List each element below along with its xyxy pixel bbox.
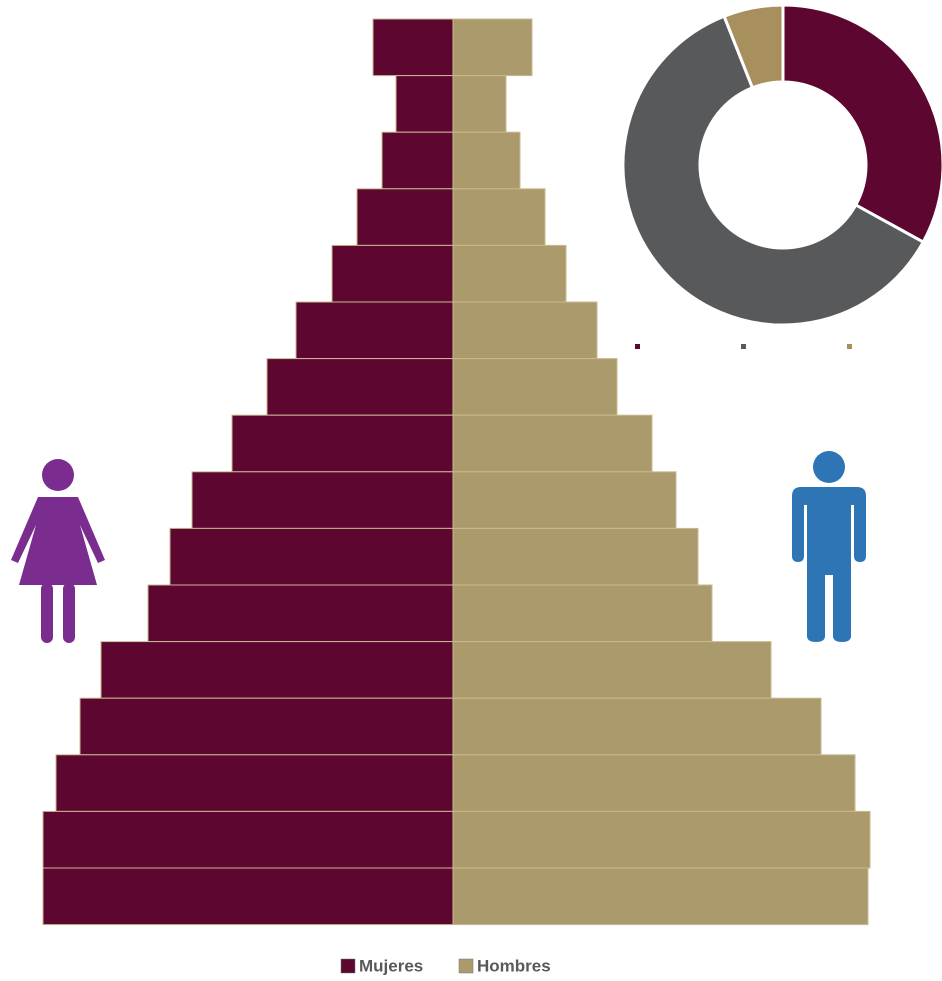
donut-slice: [722, 3, 785, 90]
bar: [266, 358, 454, 416]
bar: [452, 754, 856, 812]
legend-marker: [340, 958, 356, 974]
bar: [452, 244, 567, 303]
bar: [452, 641, 772, 699]
bar: [452, 810, 871, 869]
bar: [452, 131, 521, 190]
bar: [79, 697, 454, 756]
legend-label: Mujeres: [359, 956, 423, 975]
bar: [100, 641, 454, 699]
bar: [42, 810, 454, 869]
legend-marker: [741, 344, 746, 349]
bar: [452, 18, 533, 77]
bar: [395, 75, 454, 133]
woman-icon: [11, 459, 105, 643]
bar: [331, 244, 454, 303]
bar: [452, 584, 713, 643]
bar: [55, 754, 454, 812]
bar: [169, 527, 454, 586]
legend-label: Hombres: [477, 956, 551, 975]
legend-marker: [847, 344, 852, 349]
bar: [381, 131, 454, 190]
donut-slice: [781, 3, 942, 245]
bar: [231, 414, 454, 473]
bar: [452, 414, 653, 473]
bar: [42, 867, 454, 926]
donut-slice: [621, 14, 926, 327]
bar: [452, 75, 507, 133]
man-icon: [792, 451, 866, 642]
bar: [452, 301, 598, 360]
bar: [452, 867, 869, 926]
bar: [452, 358, 618, 416]
bar: [147, 584, 454, 643]
legend-marker: [635, 344, 640, 349]
bar: [452, 697, 822, 756]
bar: [452, 188, 546, 246]
bar: [356, 188, 454, 246]
bar: [191, 471, 454, 529]
bar: [452, 527, 699, 586]
bar: [295, 301, 454, 360]
bar: [452, 471, 677, 529]
bar: [372, 18, 454, 77]
legend-marker: [458, 958, 474, 974]
